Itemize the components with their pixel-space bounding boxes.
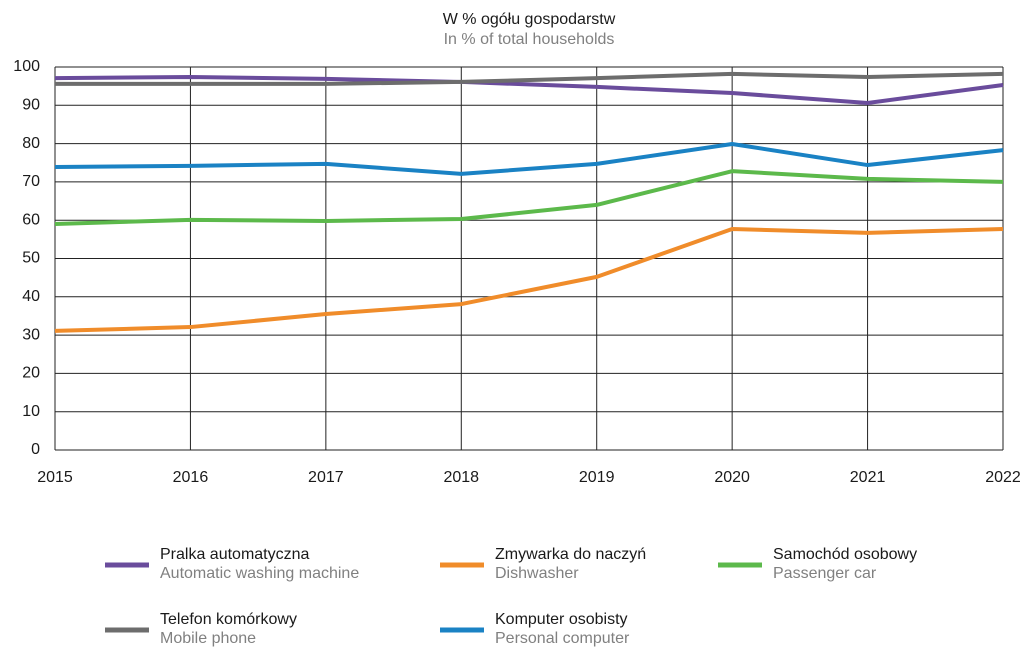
x-tick-label: 2018 bbox=[443, 469, 479, 486]
x-tick-label: 2019 bbox=[579, 469, 615, 486]
series-line bbox=[54, 141, 1004, 176]
y-tick-label: 80 bbox=[22, 135, 40, 152]
series-line bbox=[54, 169, 1004, 227]
x-tick-label: 2021 bbox=[850, 469, 886, 486]
legend-label: Komputer osobisty bbox=[495, 611, 628, 628]
x-tick-label: 2020 bbox=[714, 469, 750, 486]
legend-label-en: Mobile phone bbox=[160, 630, 256, 647]
y-tick-label: 40 bbox=[22, 288, 40, 305]
y-tick-label: 70 bbox=[22, 173, 40, 190]
y-tick-label: 60 bbox=[22, 211, 40, 228]
series-line bbox=[54, 227, 1004, 333]
y-tick-label: 20 bbox=[22, 365, 40, 382]
legend-label-en: Personal computer bbox=[495, 630, 630, 647]
y-tick-label: 10 bbox=[22, 403, 40, 420]
legend-label-en: Dishwasher bbox=[495, 565, 579, 582]
y-tick-label: 90 bbox=[22, 97, 40, 114]
y-tick-label: 0 bbox=[31, 441, 40, 458]
x-tick-label: 2017 bbox=[308, 469, 344, 486]
legend-label: Samochód osobowy bbox=[773, 546, 917, 563]
y-tick-label: 50 bbox=[22, 250, 40, 267]
chart-title: W % ogółu gospodarstw bbox=[443, 11, 616, 28]
series-line bbox=[55, 71, 1004, 86]
legend-label-en: Automatic washing machine bbox=[160, 565, 359, 582]
legend-label: Telefon komórkowy bbox=[160, 611, 297, 628]
x-tick-label: 2022 bbox=[985, 469, 1021, 486]
legend-label: Pralka automatyczna bbox=[160, 546, 310, 563]
y-tick-label: 30 bbox=[22, 326, 40, 343]
y-tick-label: 100 bbox=[13, 58, 40, 75]
legend-label: Zmywarka do naczyń bbox=[495, 546, 646, 563]
x-tick-label: 2015 bbox=[37, 469, 73, 486]
chart-subtitle: In % of total households bbox=[444, 31, 615, 48]
series-line bbox=[54, 74, 1004, 106]
legend-label-en: Passenger car bbox=[773, 565, 877, 582]
x-tick-label: 2016 bbox=[173, 469, 209, 486]
